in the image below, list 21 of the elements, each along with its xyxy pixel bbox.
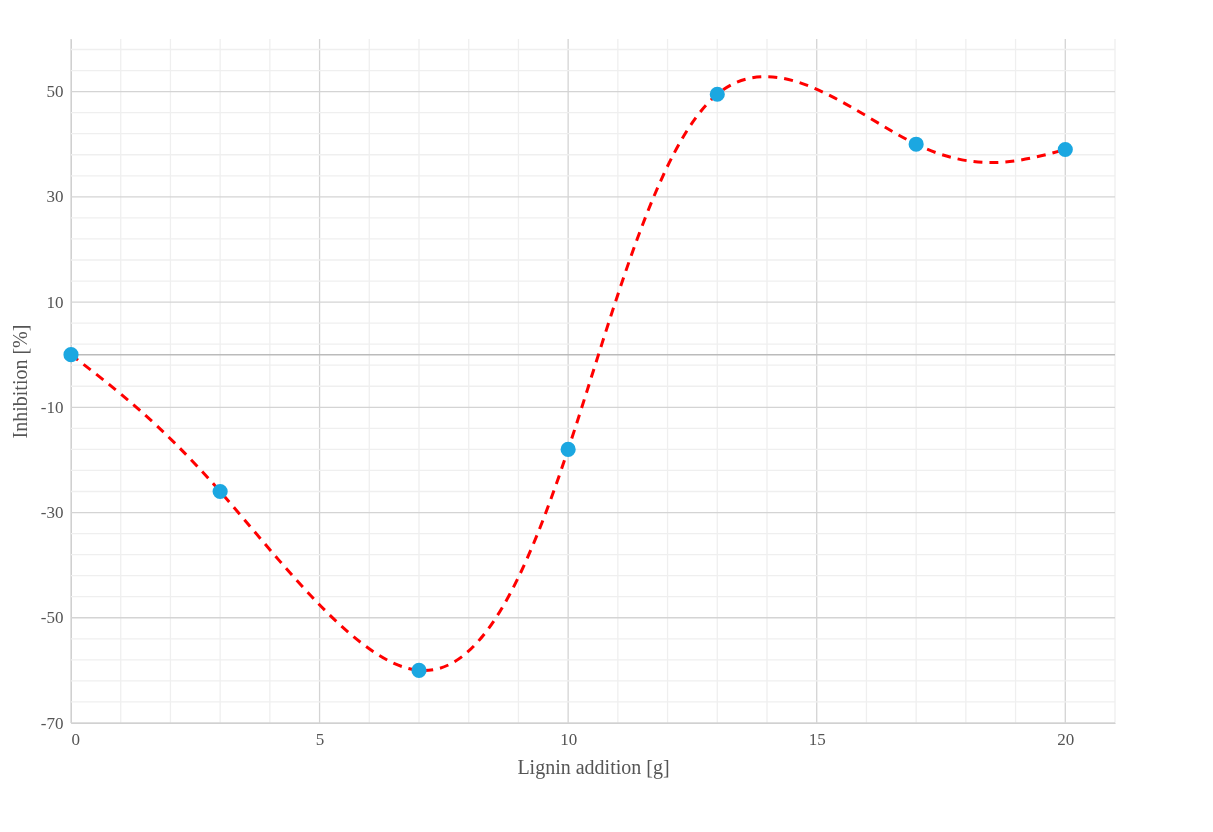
y-tick-label: -70	[40, 713, 64, 733]
y-axis-title: Inhibition [%]	[8, 324, 31, 439]
point	[908, 136, 924, 152]
x-tick-label: 0	[71, 729, 80, 749]
y-tick-label: 50	[46, 82, 64, 102]
x-tick-label: 20	[1057, 729, 1075, 749]
y-tick-label: -30	[40, 503, 64, 523]
point	[1057, 141, 1073, 158]
point	[212, 483, 228, 500]
y-tick-label: -50	[40, 608, 64, 628]
point	[63, 347, 79, 363]
y-tick-label: 30	[46, 187, 64, 207]
x-tick-label: 5	[315, 729, 325, 749]
point	[709, 86, 725, 102]
point	[411, 662, 427, 678]
y-tick-label: -10	[40, 397, 64, 417]
x-tick-label: 10	[560, 729, 578, 749]
x-tick-label: 15	[808, 729, 826, 749]
x-axis-title: Lignin addition [g]	[517, 755, 670, 779]
point	[560, 441, 576, 457]
y-tick-label: 10	[46, 292, 64, 312]
